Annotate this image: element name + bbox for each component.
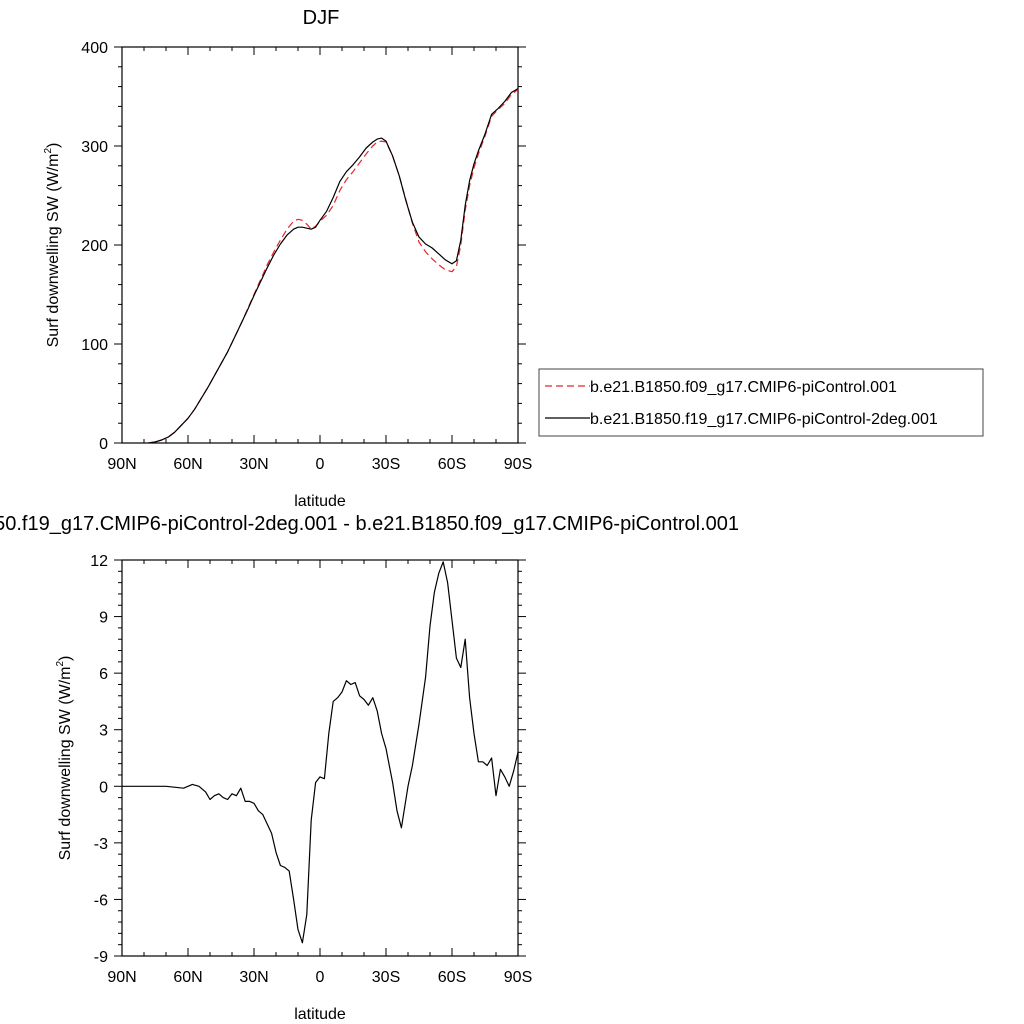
top-title: DJF [303, 7, 340, 29]
top-tick-marks [114, 46, 526, 444]
y-tick-label: 100 [81, 337, 108, 354]
top-plot-frame [121, 46, 519, 444]
bottom-x-axis-label: latitude [294, 1006, 346, 1023]
top-x-axis-label: latitude [294, 493, 346, 510]
bottom-y-axis-label-sup: 2 [55, 661, 66, 667]
y-tick-label: 9 [99, 610, 108, 627]
x-tick-label: 30N [239, 456, 268, 473]
x-tick-label: 60N [173, 456, 202, 473]
x-tick-label: 30S [372, 456, 400, 473]
legend-box [538, 368, 984, 437]
y-tick-label: 200 [81, 238, 108, 255]
bottom-panel: b.e21.B1850.f19_g17.CMIP6-piControl-2deg… [0, 513, 739, 1023]
bottom-y-axis-label-close: ) [57, 656, 74, 661]
y-tick-label: 300 [81, 139, 108, 156]
bottom-series-lines [122, 561, 519, 944]
bottom-y-axis-label: Surf downwelling SW (W/m2) [55, 656, 74, 861]
legend-label-f19: b.e21.B1850.f19_g17.CMIP6-piControl-2deg… [590, 411, 938, 428]
x-tick-label: 30S [372, 969, 400, 986]
x-tick-label: 0 [316, 456, 325, 473]
x-tick-label: 90S [504, 456, 532, 473]
y-tick-label: 0 [99, 436, 108, 453]
bottom-y-tick-labels: -9 -6 -3 0 3 6 9 12 [90, 553, 108, 966]
series-line-0 [148, 89, 519, 444]
top-y-axis-label-close: ) [45, 143, 62, 148]
legend-label-f09: b.e21.B1850.f09_g17.CMIP6-piControl.001 [590, 379, 897, 396]
top-series-lines [148, 88, 519, 444]
bottom-y-axis-label-main: Surf downwelling SW (W/m [57, 667, 74, 861]
top-y-tick-labels: 0 100 200 300 400 [81, 40, 108, 453]
top-y-axis-label-sup: 2 [43, 148, 54, 154]
y-tick-label: 400 [81, 40, 108, 57]
y-tick-label: 3 [99, 723, 108, 740]
x-tick-label: 60S [438, 969, 466, 986]
x-tick-label: 30N [239, 969, 268, 986]
x-tick-label: 60N [173, 969, 202, 986]
y-tick-label: -3 [94, 836, 108, 853]
legend: b.e21.B1850.f09_g17.CMIP6-piControl.001 … [538, 368, 984, 437]
top-y-axis-label: Surf downwelling SW (W/m2) [43, 143, 62, 348]
x-tick-label: 90N [107, 456, 136, 473]
bottom-x-tick-labels: 90N 60N 30N 0 30S 60S 90S [107, 969, 532, 986]
x-tick-label: 0 [316, 969, 325, 986]
bottom-title: b.e21.B1850.f19_g17.CMIP6-piControl-2deg… [0, 513, 739, 535]
x-tick-label: 60S [438, 456, 466, 473]
y-tick-label: 6 [99, 666, 108, 683]
x-tick-label: 90N [107, 969, 136, 986]
y-tick-label: -9 [94, 949, 108, 966]
y-tick-label: 0 [99, 779, 108, 796]
bottom-tick-marks [114, 559, 526, 957]
y-tick-label: -6 [94, 892, 108, 909]
series-line-1 [148, 88, 519, 444]
y-tick-label: 12 [90, 553, 108, 570]
top-y-axis-label-main: Surf downwelling SW (W/m [45, 154, 62, 348]
x-tick-label: 90S [504, 969, 532, 986]
top-x-tick-labels: 90N 60N 30N 0 30S 60S 90S [107, 456, 532, 473]
series-line-0 [122, 561, 519, 944]
bottom-plot-frame [121, 559, 519, 957]
top-panel: DJF 90N 60N 30N 0 30S 60S 90S 0 100 200 300 400 la… [43, 7, 532, 510]
